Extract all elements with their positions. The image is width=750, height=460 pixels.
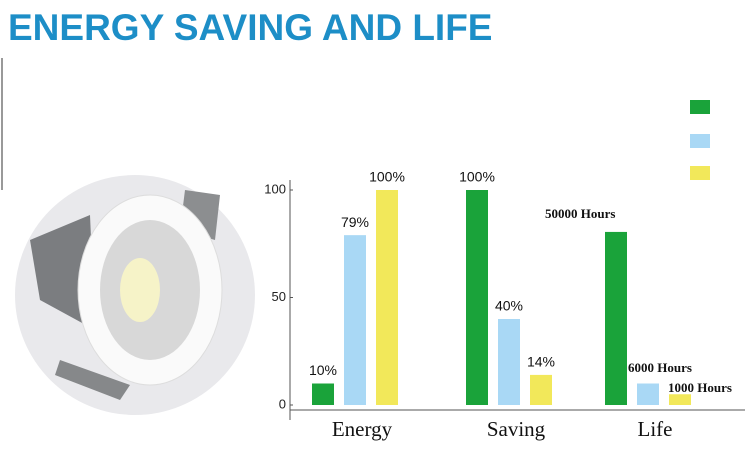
x-tick-label: Energy	[332, 417, 393, 441]
y-tick-label: 100	[264, 181, 286, 196]
y-tick-label: 0	[279, 396, 286, 411]
bar	[530, 374, 552, 405]
value-label: 1000 Hours	[668, 380, 732, 395]
x-tick-label: Life	[638, 417, 673, 441]
bar	[344, 235, 366, 405]
product-image	[15, 175, 255, 415]
value-label: 100%	[369, 169, 405, 185]
legend-swatch	[690, 166, 710, 180]
bar	[312, 383, 334, 405]
bar	[466, 190, 488, 405]
legend-swatch	[690, 134, 710, 148]
value-label: 10%	[309, 362, 337, 378]
bar	[669, 394, 691, 405]
x-tick-label: Saving	[487, 417, 546, 441]
value-label: 40%	[495, 298, 523, 314]
bar	[605, 231, 627, 405]
legend-swatch	[690, 100, 710, 114]
value-label: 100%	[459, 169, 495, 185]
value-label: 50000 Hours	[545, 206, 615, 221]
y-tick-label: 50	[272, 289, 286, 304]
chart-title: ENERGY SAVING AND LIFE	[8, 7, 493, 48]
bar	[637, 383, 659, 405]
value-label: 14%	[527, 354, 555, 370]
value-label: 6000 Hours	[628, 360, 692, 375]
bar	[376, 190, 398, 405]
value-label: 79%	[341, 214, 369, 230]
bar	[498, 319, 520, 405]
